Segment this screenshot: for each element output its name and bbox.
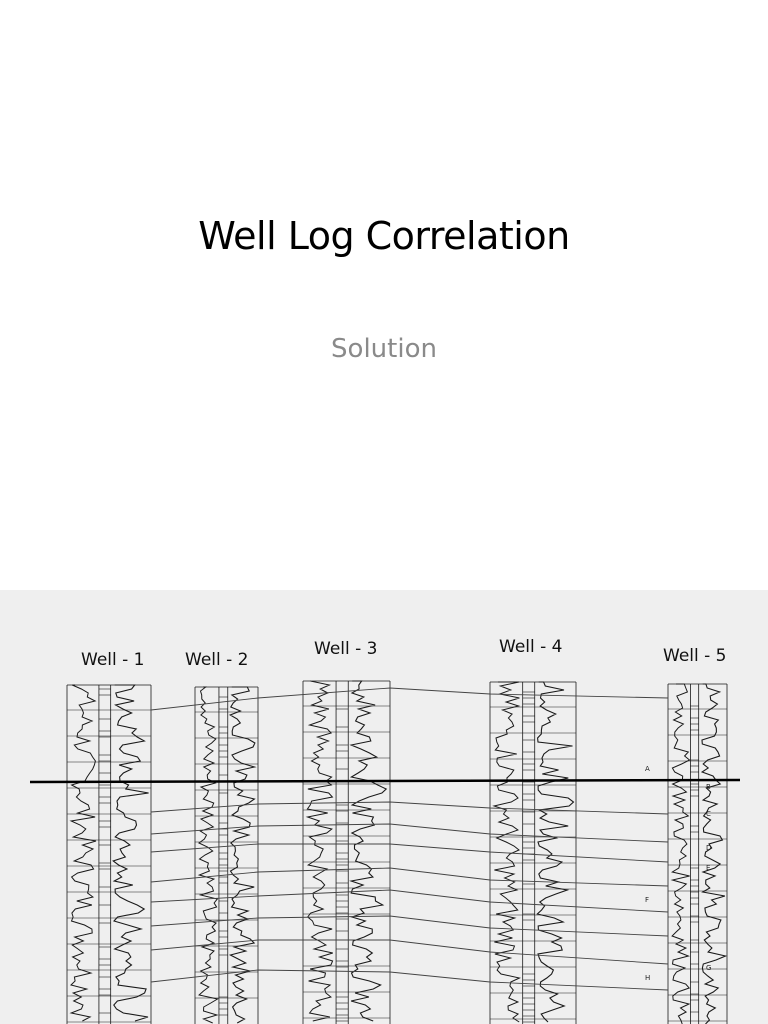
- marker-label-f: F: [645, 896, 649, 904]
- correlation-line: [150, 823, 669, 843]
- slide-title: Well Log Correlation: [198, 214, 570, 258]
- marker-label-a: A: [645, 765, 650, 773]
- well-log-3: [302, 680, 391, 1024]
- well-log-2: [194, 686, 259, 1024]
- well-log-1: [66, 684, 152, 1024]
- well-logs: [66, 680, 728, 1024]
- well-label-4: Well - 4: [499, 637, 562, 657]
- correlation-line: [150, 915, 669, 937]
- well-label-2: Well - 2: [185, 650, 248, 670]
- correlation-line: [150, 843, 669, 863]
- marker-label-c: C: [706, 810, 711, 818]
- well-label-5: Well - 5: [663, 646, 726, 666]
- correlation-line: [150, 801, 669, 815]
- well-label-3: Well - 3: [314, 639, 377, 659]
- well-log-correlation-figure: Well - 1 Well - 2 Well - 3 Well - 4 Well…: [0, 590, 768, 1024]
- correlation-line: [150, 939, 669, 965]
- correlation-line: [150, 889, 669, 913]
- datum-line: [29, 778, 741, 784]
- correlation-line: [150, 687, 669, 711]
- well-log-diagram: Well - 1 Well - 2 Well - 3 Well - 4 Well…: [29, 637, 741, 1024]
- well-label-1: Well - 1: [81, 650, 144, 670]
- correlation-line: [150, 867, 669, 887]
- correlation-line: [150, 969, 669, 991]
- well-log-5: [667, 683, 728, 1024]
- marker-label-h: H: [645, 974, 650, 982]
- slide-subtitle: Solution: [331, 334, 437, 364]
- well-log-4: [489, 681, 577, 1024]
- marker-label-d: D: [706, 844, 711, 852]
- correlation-lines: [150, 687, 669, 991]
- marker-label-e: E: [706, 864, 710, 872]
- marker-label-g: G: [706, 964, 711, 972]
